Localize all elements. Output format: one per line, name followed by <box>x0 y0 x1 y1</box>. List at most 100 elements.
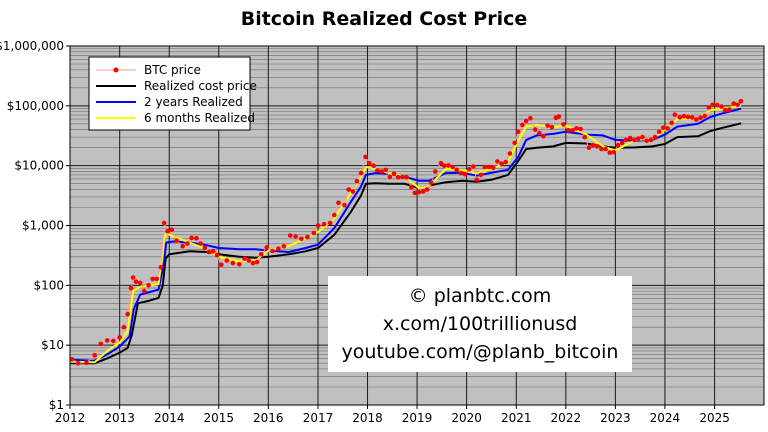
data-point <box>702 113 707 119</box>
watermark-line-1: © planbtc.com <box>409 285 552 307</box>
data-point <box>75 360 81 366</box>
data-point <box>117 335 122 340</box>
data-point <box>652 134 658 140</box>
data-point <box>198 241 203 246</box>
data-point <box>710 102 715 108</box>
x-tick-label: 2016 <box>253 411 284 425</box>
data-point <box>404 175 409 180</box>
data-point <box>299 236 304 242</box>
data-point <box>210 249 216 254</box>
data-point <box>358 170 364 176</box>
data-point <box>391 171 397 177</box>
data-point <box>599 146 604 152</box>
data-point <box>478 172 484 178</box>
data-point <box>379 169 384 174</box>
data-point <box>174 238 179 243</box>
data-point <box>661 125 666 131</box>
data-point <box>594 144 600 149</box>
data-point <box>92 352 97 358</box>
series-realized-cost-price <box>70 122 742 365</box>
data-point <box>281 243 287 249</box>
data-point <box>104 338 110 343</box>
y-tick-label: $100 <box>33 278 64 292</box>
x-tick-label: 2022 <box>551 411 582 425</box>
data-point <box>656 129 662 134</box>
data-point <box>611 149 616 155</box>
data-point <box>202 245 208 251</box>
data-point <box>466 167 472 172</box>
legend-label: 2 years Realized <box>144 95 243 109</box>
data-point <box>125 311 130 317</box>
x-tick-label: 2024 <box>650 411 681 425</box>
data-point <box>486 164 492 170</box>
data-point <box>578 126 583 132</box>
data-point <box>631 137 637 143</box>
data-point <box>400 174 405 180</box>
y-tick-label: $1,000,000 <box>0 39 64 53</box>
data-point <box>242 256 247 261</box>
data-point <box>665 126 670 131</box>
data-point <box>395 175 401 180</box>
data-point <box>706 105 712 110</box>
data-point <box>219 262 224 268</box>
data-point <box>520 122 525 128</box>
data-point <box>180 243 185 249</box>
data-point <box>375 168 380 173</box>
data-point <box>537 130 542 136</box>
data-point <box>677 115 683 120</box>
data-point <box>194 236 199 241</box>
data-point <box>499 161 504 166</box>
data-point <box>438 160 444 166</box>
data-point <box>230 260 236 266</box>
watermark-box <box>328 276 632 372</box>
data-point <box>424 187 430 192</box>
data-point <box>428 180 434 185</box>
data-point <box>315 223 321 228</box>
data-point <box>561 122 566 127</box>
data-point <box>490 165 496 171</box>
data-point <box>383 167 389 173</box>
data-point <box>69 357 75 362</box>
data-point <box>367 160 372 166</box>
x-tick-label: 2012 <box>55 411 86 425</box>
x-tick-label: 2025 <box>699 411 730 425</box>
data-point <box>246 258 252 263</box>
data-point <box>342 202 347 208</box>
data-point <box>556 114 562 119</box>
x-tick-label: 2019 <box>402 411 433 425</box>
data-point <box>528 116 533 121</box>
data-point <box>644 138 649 144</box>
data-point <box>681 113 687 119</box>
data-point <box>141 288 147 294</box>
data-point <box>214 252 220 258</box>
data-point <box>258 252 264 257</box>
data-point <box>570 128 575 133</box>
data-point <box>615 142 621 148</box>
data-point <box>206 249 212 255</box>
legend: BTC price Realized cost price 2 years Real… <box>88 56 257 131</box>
series-btc-price <box>69 99 744 366</box>
data-point <box>346 187 352 192</box>
data-point <box>482 164 488 170</box>
watermark-line-3: youtube.com/@planb_bitcoin <box>342 341 619 363</box>
data-point <box>623 137 629 143</box>
x-tick-label: 2013 <box>104 411 135 425</box>
data-point <box>722 107 728 113</box>
data-point <box>545 123 550 128</box>
data-point <box>158 265 164 270</box>
data-point <box>387 174 393 180</box>
series-group <box>69 99 744 366</box>
data-point <box>237 262 242 267</box>
data-point <box>121 324 127 330</box>
data-point <box>474 177 480 183</box>
data-point <box>128 285 134 291</box>
data-point <box>503 159 509 165</box>
x-tick-label: 2014 <box>154 411 185 425</box>
y-tick-label: $10,000 <box>14 159 64 173</box>
data-point <box>458 170 464 176</box>
data-point <box>250 260 256 266</box>
data-point <box>582 134 587 140</box>
data-point <box>154 276 159 282</box>
data-point <box>321 221 327 227</box>
